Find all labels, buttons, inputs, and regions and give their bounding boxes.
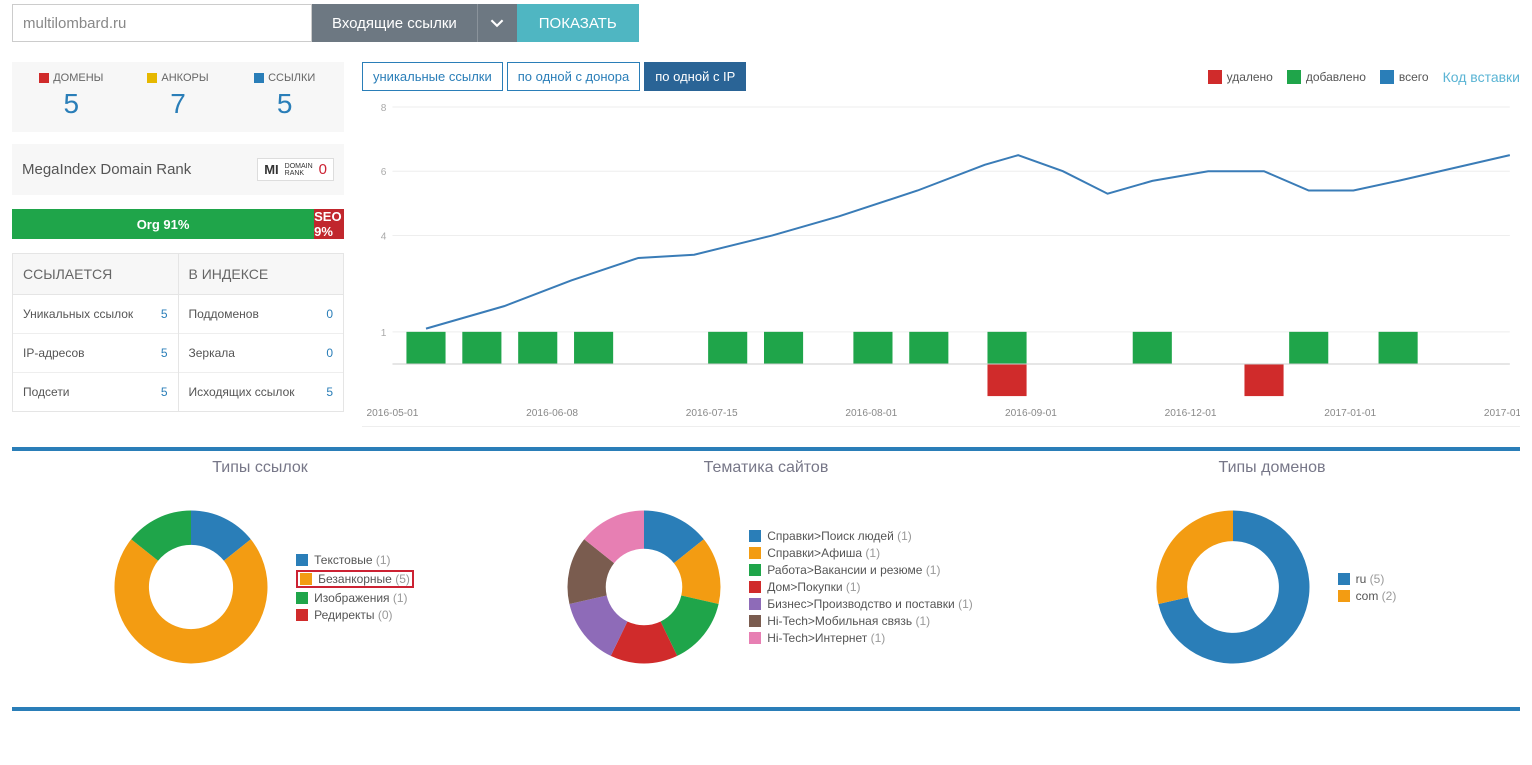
panel-link-types: Типы ссылок Текстовые (1) Безанкорные (5)… [12,459,508,687]
legend-item: Hi-Tech>Интернет (1) [749,631,973,645]
legend-item: всего [1380,70,1429,84]
panel-themes: Тематика сайтов Справки>Поиск людей (1)С… [518,459,1014,687]
legend-item: Работа>Вакансии и резюме (1) [749,563,973,577]
tab[interactable]: по одной с донора [507,62,641,91]
legend-item: com (2) [1338,589,1397,603]
rank-value: 0 [319,161,327,178]
svg-text:2017-01-01: 2017-01-01 [1324,408,1376,419]
tab[interactable]: уникальные ссылки [362,62,503,91]
panel-title: Типы ссылок [12,459,508,477]
col-header-left: ССЫЛАЕТСЯ [13,254,178,295]
svg-text:8: 8 [381,103,387,114]
svg-text:2016-09-01: 2016-09-01 [1005,408,1057,419]
divider [12,707,1520,711]
stats-box: ДОМЕНЫ 5 АНКОРЫ 7 ССЫЛКИ 5 [12,62,344,132]
dropdown-caret-icon[interactable] [477,4,517,42]
svg-text:2016-07-15: 2016-07-15 [686,408,738,419]
legend-item: Справки>Афиша (1) [749,546,973,560]
links-dropdown[interactable]: Входящие ссылки [312,4,477,42]
legend-domain-types: ru (5) com (2) [1338,569,1397,606]
svg-text:2016-05-01: 2016-05-01 [367,408,419,419]
chart-tabs: уникальные ссылкипо одной с донорапо одн… [362,62,746,91]
table-row: Исходящих ссылок5 [179,373,344,411]
legend-item: ru (5) [1338,572,1397,586]
donut-themes [559,502,729,672]
table-row: IP-адресов5 [13,334,178,373]
col-header-right: В ИНДЕКСЕ [179,254,344,295]
divider [12,447,1520,451]
donut-domain-types [1148,502,1318,672]
domain-input[interactable] [12,4,312,42]
stat-item: ДОМЕНЫ 5 [18,72,125,120]
svg-text:2017-01-25: 2017-01-25 [1484,408,1520,419]
rank-box: MegaIndex Domain Rank MI DOMAIN RANK 0 [12,144,344,195]
legend-item: Редиректы (0) [296,608,414,622]
embed-link[interactable]: Код вставки [1443,69,1520,85]
legend-item: удалено [1208,70,1273,84]
svg-text:1: 1 [381,328,387,339]
legend-item: Справки>Поиск людей (1) [749,529,973,543]
table-row: Уникальных ссылок5 [13,295,178,334]
legend-themes: Справки>Поиск людей (1) Справки>Афиша (1)… [749,526,973,648]
seo-segment: SEO 9% [314,209,344,239]
svg-text:2016-08-01: 2016-08-01 [845,408,897,419]
svg-text:6: 6 [381,167,387,178]
dropdown-label: Входящие ссылки [332,15,457,32]
rank-badge: MI DOMAIN RANK 0 [257,158,334,181]
panel-domain-types: Типы доменов ru (5) com (2) [1024,459,1520,687]
panel-title: Тематика сайтов [518,459,1014,477]
table-row: Поддоменов0 [179,295,344,334]
org-segment: Org 91% [12,209,314,239]
svg-text:2016-12-01: 2016-12-01 [1165,408,1217,419]
legend-item: Бизнес>Производство и поставки (1) [749,597,973,611]
legend-item: добавлено [1287,70,1366,84]
legend-item: Изображения (1) [296,591,414,605]
donut-link-types [106,502,276,672]
svg-text:2016-06-08: 2016-06-08 [526,408,578,419]
svg-text:4: 4 [381,232,387,243]
links-index-table: ССЫЛАЕТСЯ Уникальных ссылок5IP-адресов5П… [12,253,344,412]
table-row: Подсети5 [13,373,178,411]
legend-item: Текстовые (1) [296,553,414,567]
rank-label: MegaIndex Domain Rank [22,161,191,178]
stat-item: ССЫЛКИ 5 [231,72,338,120]
chart-legend: удалено добавлено всего Код вставки [1208,69,1520,85]
show-button[interactable]: ПОКАЗАТЬ [517,4,639,42]
top-bar: Входящие ссылки ПОКАЗАТЬ [12,4,1520,42]
tab[interactable]: по одной с IP [644,62,746,91]
main-chart: 1 4 6 8 2016-05-01 2016-06-08 2016-07-15 2016-0… [362,97,1520,427]
table-row: Зеркала0 [179,334,344,373]
org-seo-bar: Org 91% SEO 9% [12,209,344,239]
mi-logo: MI [264,162,278,177]
legend-item: Безанкорные (5) [296,570,414,588]
panel-title: Типы доменов [1024,459,1520,477]
legend-item: Дом>Покупки (1) [749,580,973,594]
stat-item: АНКОРЫ 7 [125,72,232,120]
legend-item: Hi-Tech>Мобильная связь (1) [749,614,973,628]
legend-link-types: Текстовые (1) Безанкорные (5) Изображения … [296,550,414,625]
